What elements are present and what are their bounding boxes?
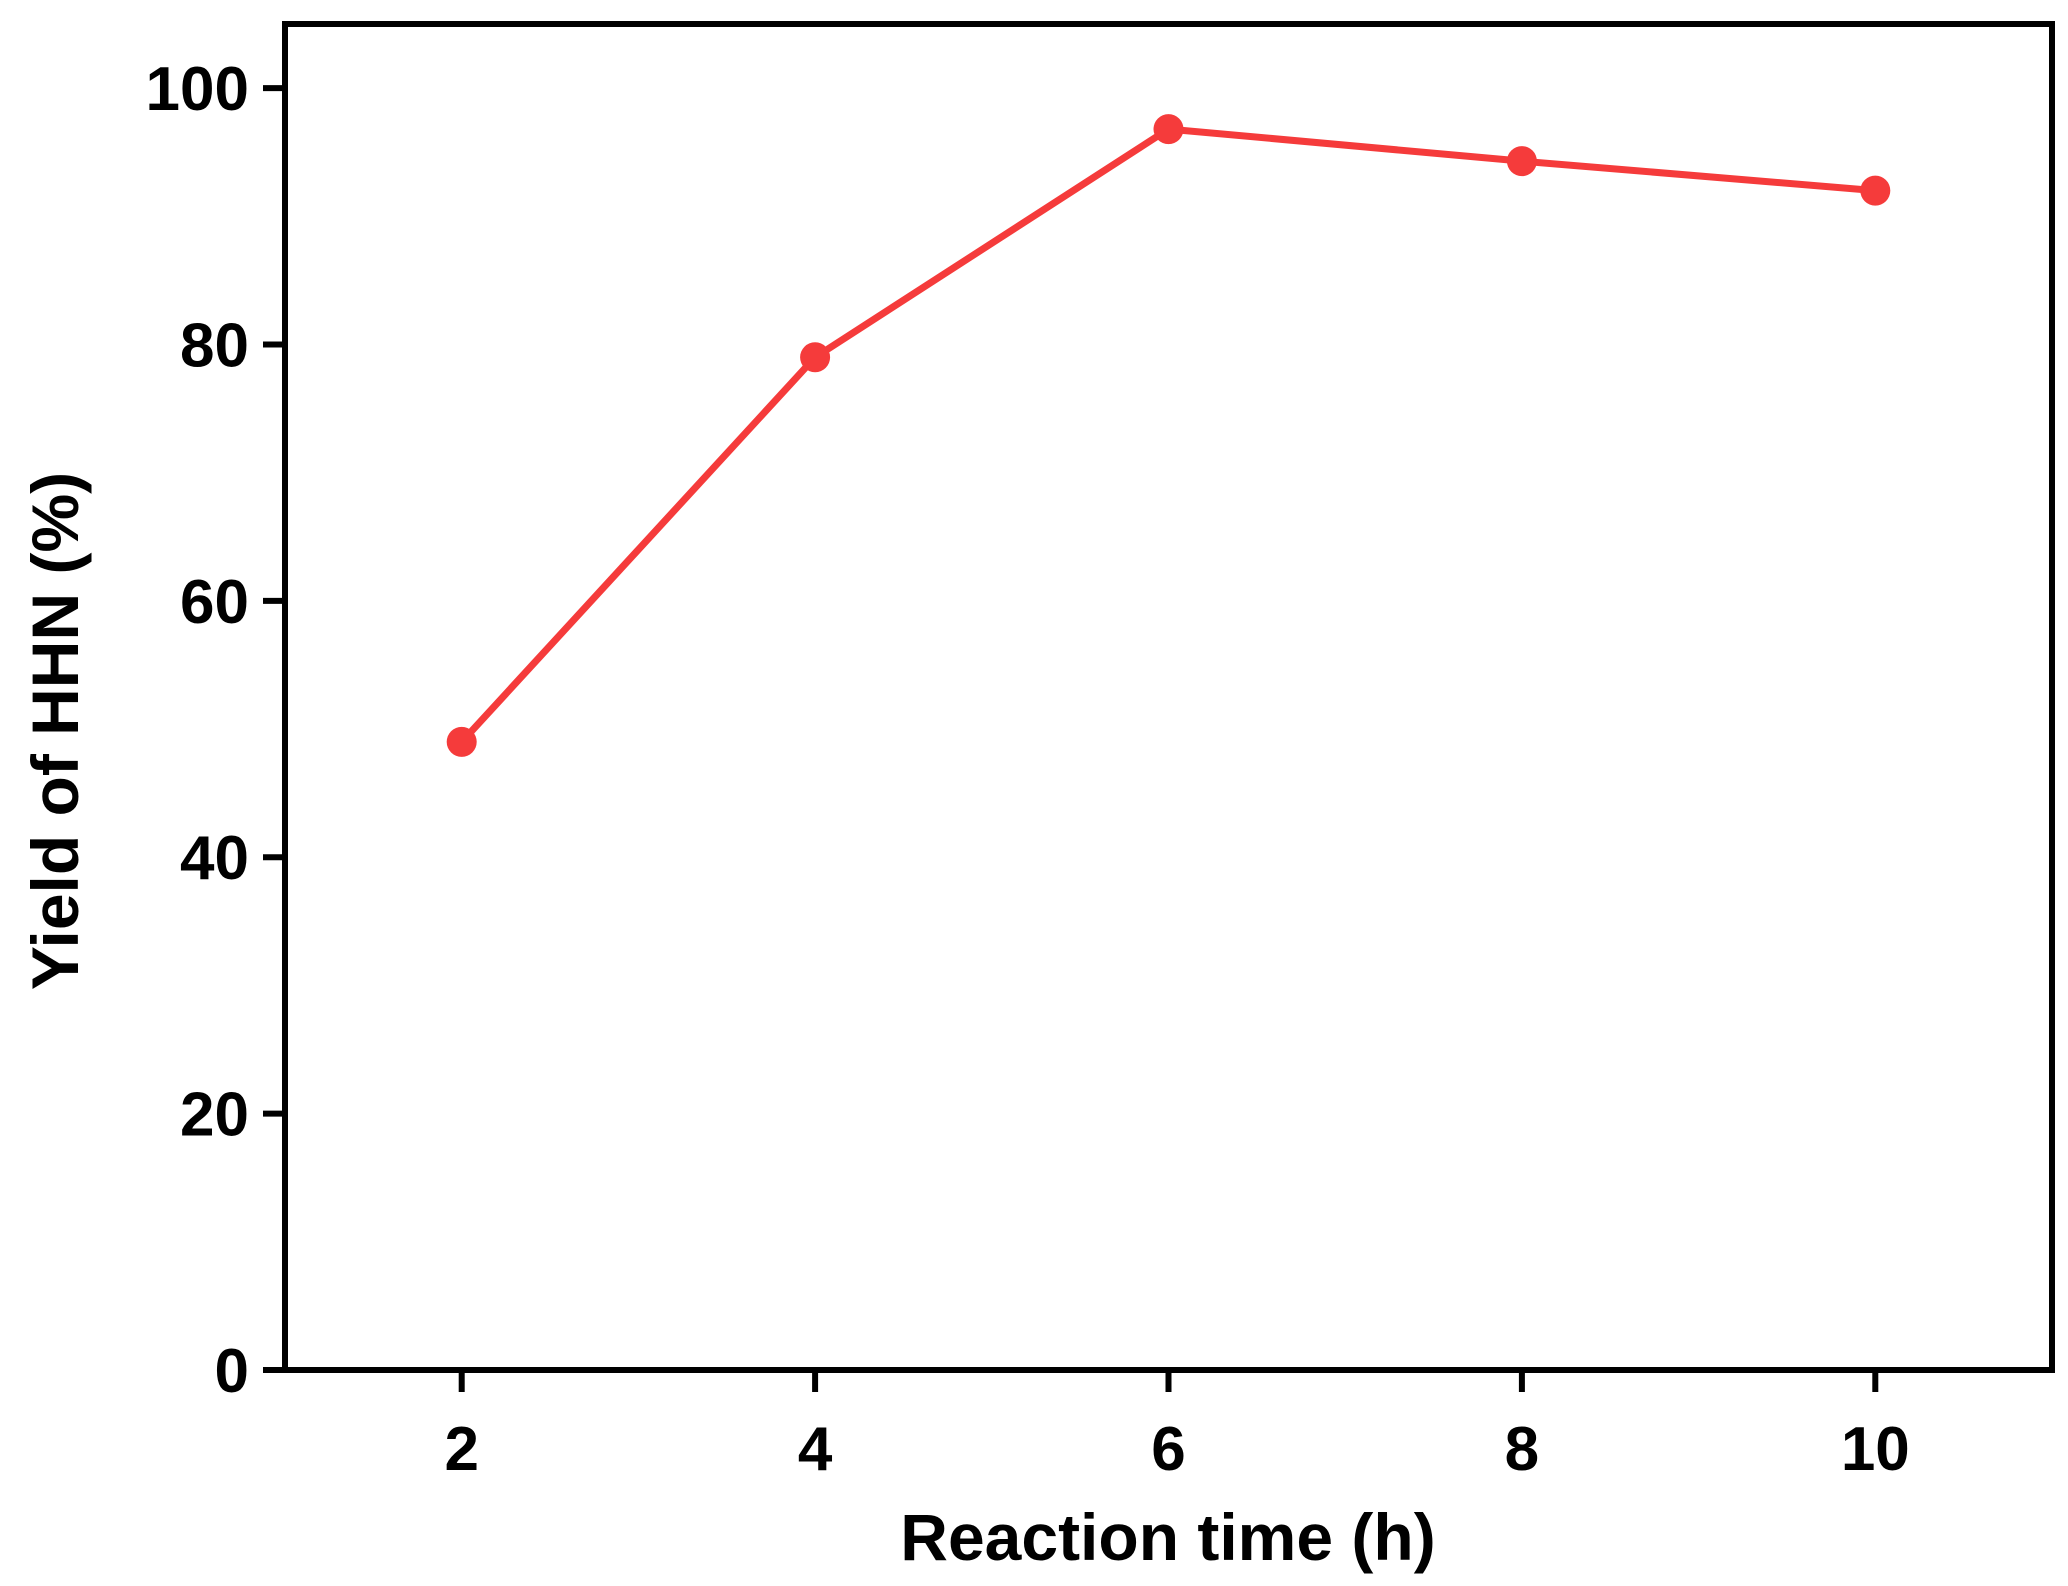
data-point — [446, 726, 477, 757]
y-tick-label: 0 — [215, 1337, 249, 1406]
x-axis-title: Reaction time (h) — [900, 1500, 1435, 1574]
y-tick-label: 60 — [180, 568, 249, 637]
data-point — [1506, 146, 1537, 177]
series-line — [459, 125, 1876, 745]
y-tick-label: 100 — [146, 55, 249, 124]
x-tick-label: 6 — [1151, 1415, 1185, 1484]
y-axis-title: Yield of HHN (%) — [18, 472, 92, 990]
x-tick-label: 2 — [444, 1415, 478, 1484]
data-point — [1860, 175, 1891, 206]
plot-frame — [282, 21, 2055, 1373]
x-tick-label: 10 — [1841, 1415, 1910, 1484]
y-tick-label: 20 — [180, 1081, 249, 1150]
x-tick-label: 8 — [1505, 1415, 1539, 1484]
x-tick-label: 4 — [798, 1415, 833, 1484]
data-point — [800, 342, 831, 373]
data-point — [1153, 114, 1184, 145]
y-tick-label: 40 — [180, 824, 249, 893]
y-tick-label: 80 — [180, 311, 249, 380]
